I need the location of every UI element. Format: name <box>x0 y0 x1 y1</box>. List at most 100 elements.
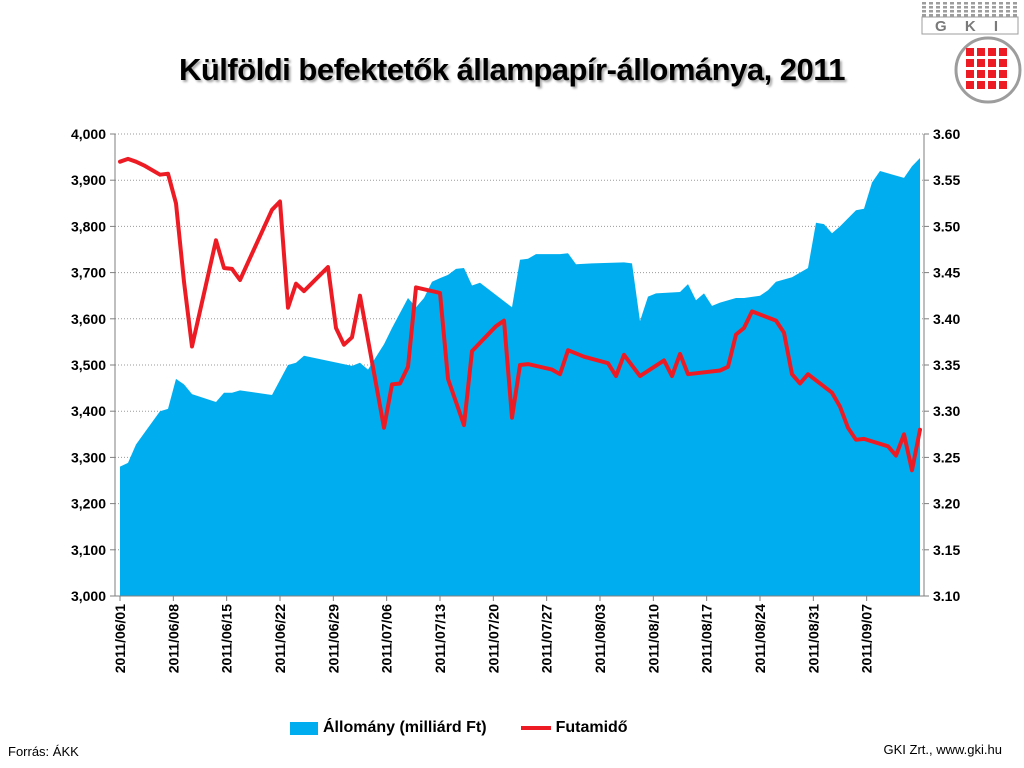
logo-grid-cell <box>929 6 933 9</box>
logo-red-square <box>999 70 1007 78</box>
logo-grid-cell <box>936 10 940 13</box>
logo-red-square <box>999 81 1007 89</box>
logo-red-square <box>966 70 974 78</box>
logo-red-square <box>999 48 1007 56</box>
y-right-tick-label: 3.60 <box>933 126 960 142</box>
x-tick-label: 2011/06/08 <box>165 604 181 674</box>
logo-red-square <box>966 81 974 89</box>
slide-title: Külföldi befektetők állampapír-állománya… <box>178 52 846 87</box>
logo-red-square <box>977 48 985 56</box>
x-tick-label: 2011/08/17 <box>699 604 715 674</box>
x-tick-label: 2011/09/07 <box>859 604 875 674</box>
logo-grid-cell <box>943 6 947 9</box>
logo-grid-cell <box>985 14 989 17</box>
x-tick-label: 2011/07/27 <box>539 604 555 674</box>
logo-grid-cell <box>922 6 926 9</box>
logo-grid-cell <box>936 2 940 5</box>
logo-red-square <box>977 70 985 78</box>
logo-grid-cell <box>978 2 982 5</box>
y-right-tick-label: 3.30 <box>933 403 960 419</box>
y-right-tick-label: 3.45 <box>933 265 960 281</box>
logo-grid-cell <box>950 14 954 17</box>
credit-note: GKI Zrt., www.gki.hu <box>883 742 1002 757</box>
logo-grid-cell <box>971 14 975 17</box>
y-right-tick-label: 3.55 <box>933 172 960 188</box>
y-right-tick-label: 3.35 <box>933 357 960 373</box>
y-right-tick-label: 3.50 <box>933 218 960 234</box>
logo-grid-cell <box>964 14 968 17</box>
logo-grid-cell <box>1013 10 1017 13</box>
logo-grid-cell <box>971 10 975 13</box>
logo-red-square <box>999 59 1007 67</box>
logo-grid-cell <box>964 10 968 13</box>
logo-red-square <box>966 59 974 67</box>
logo-grid-cell <box>943 10 947 13</box>
x-tick-label: 2011/08/03 <box>592 604 608 674</box>
logo-grid-cell <box>971 6 975 9</box>
logo-grid-cell <box>1006 14 1010 17</box>
logo-grid-cell <box>950 10 954 13</box>
logo-grid-pattern <box>922 2 1017 17</box>
logo-grid-cell <box>936 14 940 17</box>
y-right-tick-label: 3.15 <box>933 542 960 558</box>
y-right-tick-label: 3.25 <box>933 449 960 465</box>
logo-grid-cell <box>1013 14 1017 17</box>
logo-text: G K I <box>935 18 1005 35</box>
logo-red-square <box>977 59 985 67</box>
logo-grid-cell <box>943 2 947 5</box>
logo-red-square <box>977 81 985 89</box>
y-left-tick-label: 3,000 <box>71 588 106 604</box>
x-tick-label: 2011/08/10 <box>645 604 661 674</box>
x-tick-label: 2011/06/15 <box>219 604 235 674</box>
logo-grid-cell <box>957 6 961 9</box>
logo-grid-cell <box>978 6 982 9</box>
logo-grid-cell <box>978 10 982 13</box>
y-left-tick-label: 3,200 <box>71 496 106 512</box>
logo-grid-cell <box>978 14 982 17</box>
x-tick-label: 2011/07/20 <box>485 604 501 674</box>
logo-grid-cell <box>1006 10 1010 13</box>
logo-grid-cell <box>957 10 961 13</box>
y-right-tick-label: 3.40 <box>933 311 960 327</box>
x-tick-label: 2011/06/22 <box>272 604 288 674</box>
x-tick-label: 2011/06/29 <box>325 604 341 674</box>
x-tick-label: 2011/06/01 <box>112 604 128 674</box>
logo-grid-cell <box>992 14 996 17</box>
logo-red-square <box>988 59 996 67</box>
logo-red-square <box>966 48 974 56</box>
logo-grid-cell <box>1013 2 1017 5</box>
x-tick-label: 2011/07/13 <box>432 604 448 674</box>
logo-grid-cell <box>957 2 961 5</box>
y-left-tick-label: 3,700 <box>71 265 106 281</box>
logo-grid-cell <box>943 14 947 17</box>
x-tick-label: 2011/08/24 <box>752 604 768 674</box>
gki-logo: G K I <box>921 2 1022 104</box>
logo-text-band <box>921 16 1019 35</box>
logo-red-square <box>988 81 996 89</box>
y-left-tick-label: 3,100 <box>71 542 106 558</box>
logo-grid-cell <box>929 10 933 13</box>
logo-grid-cell <box>992 2 996 5</box>
logo-grid-cell <box>985 10 989 13</box>
logo-grid-cell <box>936 6 940 9</box>
x-ticks: 2011/06/01 2011/06/08 2011/06/15 2011/06/22… <box>112 596 875 673</box>
legend: Állomány (milliárd Ft) Futamidő <box>290 716 662 740</box>
logo-grid-cell <box>999 10 1003 13</box>
y-left-tick-label: 3,500 <box>71 357 106 373</box>
legend-item-line: Futamidő <box>520 719 628 737</box>
y-left-tick-label: 4,000 <box>71 126 106 142</box>
logo-grid-cell <box>992 6 996 9</box>
logo-grid-cell <box>922 14 926 17</box>
logo-grid-cell <box>999 6 1003 9</box>
chart: 3,000 3,100 3,200 3,300 3,400 3,500 3,600 3,700… <box>71 126 961 673</box>
logo-grid-cell <box>999 14 1003 17</box>
logo-red-squares <box>966 48 1007 89</box>
y-left-tick-label: 3,300 <box>71 449 106 465</box>
legend-swatch-line <box>520 726 551 730</box>
source-note: Forrás: ÁKK <box>8 744 79 759</box>
logo-grid-cell <box>922 2 926 5</box>
y-left-ticks: 3,000 3,100 3,200 3,300 3,400 3,500 3,600 3,700… <box>71 126 115 604</box>
logo-grid-cell <box>929 2 933 5</box>
y-left-tick-label: 3,900 <box>71 172 106 188</box>
legend-item-area: Állomány (milliárd Ft) <box>290 719 487 737</box>
